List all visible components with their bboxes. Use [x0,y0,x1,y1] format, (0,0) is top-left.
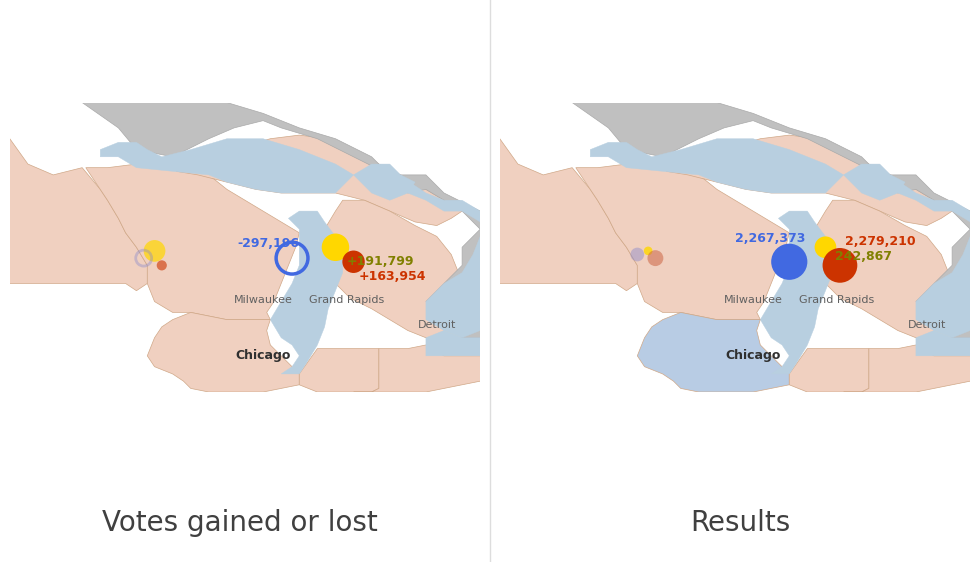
Text: Grand Rapids: Grand Rapids [799,294,874,305]
Text: Results: Results [690,509,790,537]
Polygon shape [86,160,299,320]
Polygon shape [299,348,379,392]
Circle shape [644,247,653,255]
Polygon shape [891,175,980,338]
Text: Milwaukee: Milwaukee [233,294,292,305]
Text: +163,954: +163,954 [359,270,426,283]
Polygon shape [811,200,956,345]
Polygon shape [637,312,789,392]
Circle shape [814,237,836,258]
Text: Detroit: Detroit [907,320,946,330]
Polygon shape [401,175,534,338]
Polygon shape [10,84,534,338]
Polygon shape [576,160,789,320]
Polygon shape [100,139,416,200]
Circle shape [342,251,365,273]
Text: Chicago: Chicago [725,350,781,362]
Polygon shape [426,327,534,363]
Polygon shape [354,327,534,392]
Text: Grand Rapids: Grand Rapids [309,294,384,305]
Polygon shape [666,135,953,225]
Polygon shape [427,84,637,291]
Circle shape [144,240,166,262]
Circle shape [630,248,644,261]
Polygon shape [590,139,906,200]
Text: Chicago: Chicago [235,350,291,362]
Polygon shape [270,211,343,374]
Circle shape [157,260,167,270]
Text: 2,267,373: 2,267,373 [735,232,806,245]
Text: 242,867: 242,867 [835,250,892,263]
Circle shape [648,250,663,266]
Polygon shape [789,348,869,392]
Polygon shape [0,84,147,291]
Polygon shape [500,84,980,338]
Polygon shape [844,327,980,392]
Polygon shape [147,312,299,392]
Text: Milwaukee: Milwaukee [723,294,782,305]
Polygon shape [176,135,463,225]
Circle shape [321,234,349,261]
Polygon shape [916,327,980,363]
Text: 2,279,210: 2,279,210 [846,235,916,248]
Text: -297,196: -297,196 [238,237,300,250]
Circle shape [771,244,808,280]
Circle shape [822,248,858,283]
Text: +191,799: +191,799 [346,255,414,269]
Text: Votes gained or lost: Votes gained or lost [102,509,378,537]
Polygon shape [321,200,466,345]
Polygon shape [760,211,833,374]
Text: Detroit: Detroit [417,320,456,330]
